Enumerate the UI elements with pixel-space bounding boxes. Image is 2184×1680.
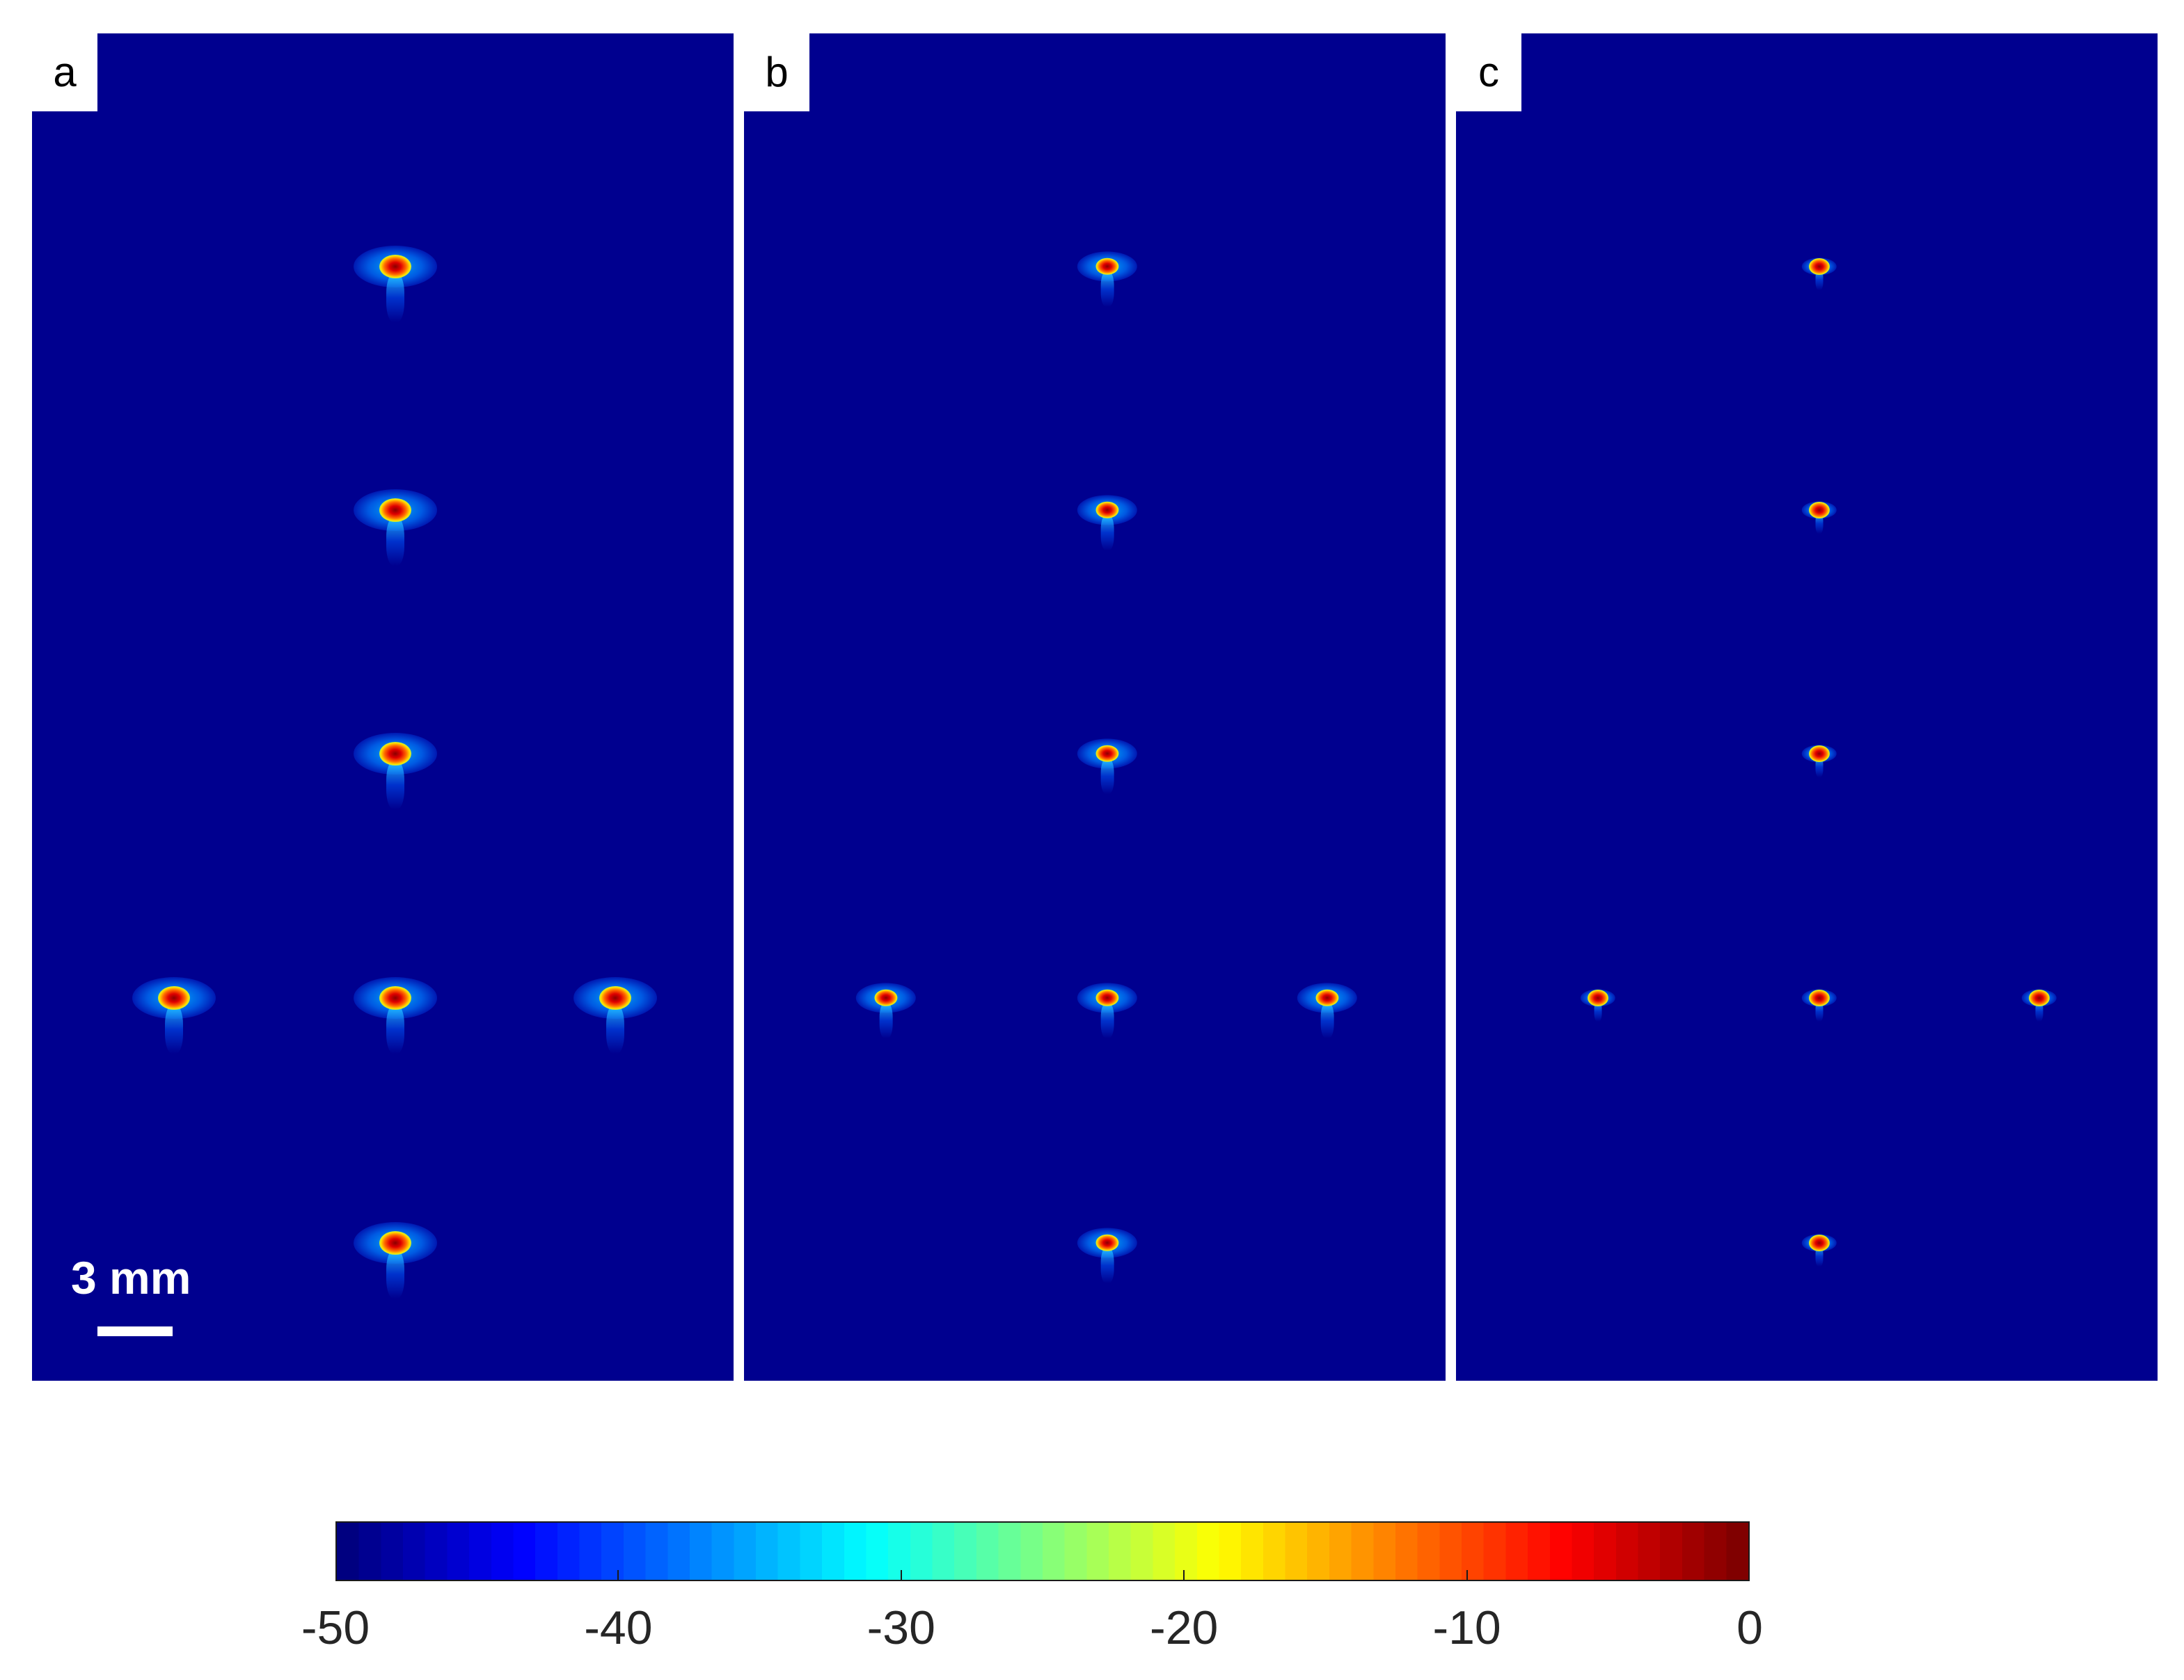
point-target-a-7 [354,1222,437,1299]
panel-label-b: b [744,33,809,111]
colorbar-tick-label: 0 [1736,1601,1763,1654]
point-target-a-1 [354,246,437,322]
image-panel-b: b [744,33,1446,1381]
point-target-a-5 [354,977,437,1054]
colorbar-tick [617,1570,619,1581]
colorbar-tick [1183,1570,1185,1581]
colorbar-tick-label: -40 [584,1601,653,1654]
point-target-c-4 [1580,989,1616,1022]
colorbar-tick [900,1570,902,1581]
colorbar-tick-label: -50 [301,1601,370,1654]
point-target-b-5 [1077,983,1138,1038]
point-target-b-6 [1297,983,1358,1038]
colorbar-tick-label: -20 [1150,1601,1219,1654]
scale-bar [97,1326,173,1336]
colorbar [335,1521,1750,1581]
point-target-a-2 [354,489,437,566]
point-target-c-6 [2021,989,2057,1022]
point-target-c-5 [1801,989,1837,1022]
point-target-c-7 [1801,1234,1837,1267]
point-target-b-7 [1077,1228,1138,1283]
colorbar-tick-label: -10 [1432,1601,1501,1654]
point-target-b-2 [1077,495,1138,550]
panel-label-a: a [32,33,97,111]
point-target-b-1 [1077,251,1138,307]
point-target-b-3 [1077,738,1138,794]
point-target-a-3 [354,733,437,809]
point-target-a-6 [573,977,657,1054]
point-target-c-3 [1801,745,1837,777]
scale-bar-label: 3 mm [71,1252,191,1303]
point-target-c-1 [1801,257,1837,290]
point-target-c-2 [1801,501,1837,534]
panel-label-c: c [1456,33,1521,111]
point-target-b-4 [855,983,917,1038]
colorbar-tick [1466,1570,1468,1581]
image-panel-c: c [1456,33,2158,1381]
colorbar-tick-label: -30 [867,1601,935,1654]
image-panel-a: a 3 mm [32,33,734,1381]
point-target-a-4 [132,977,216,1054]
